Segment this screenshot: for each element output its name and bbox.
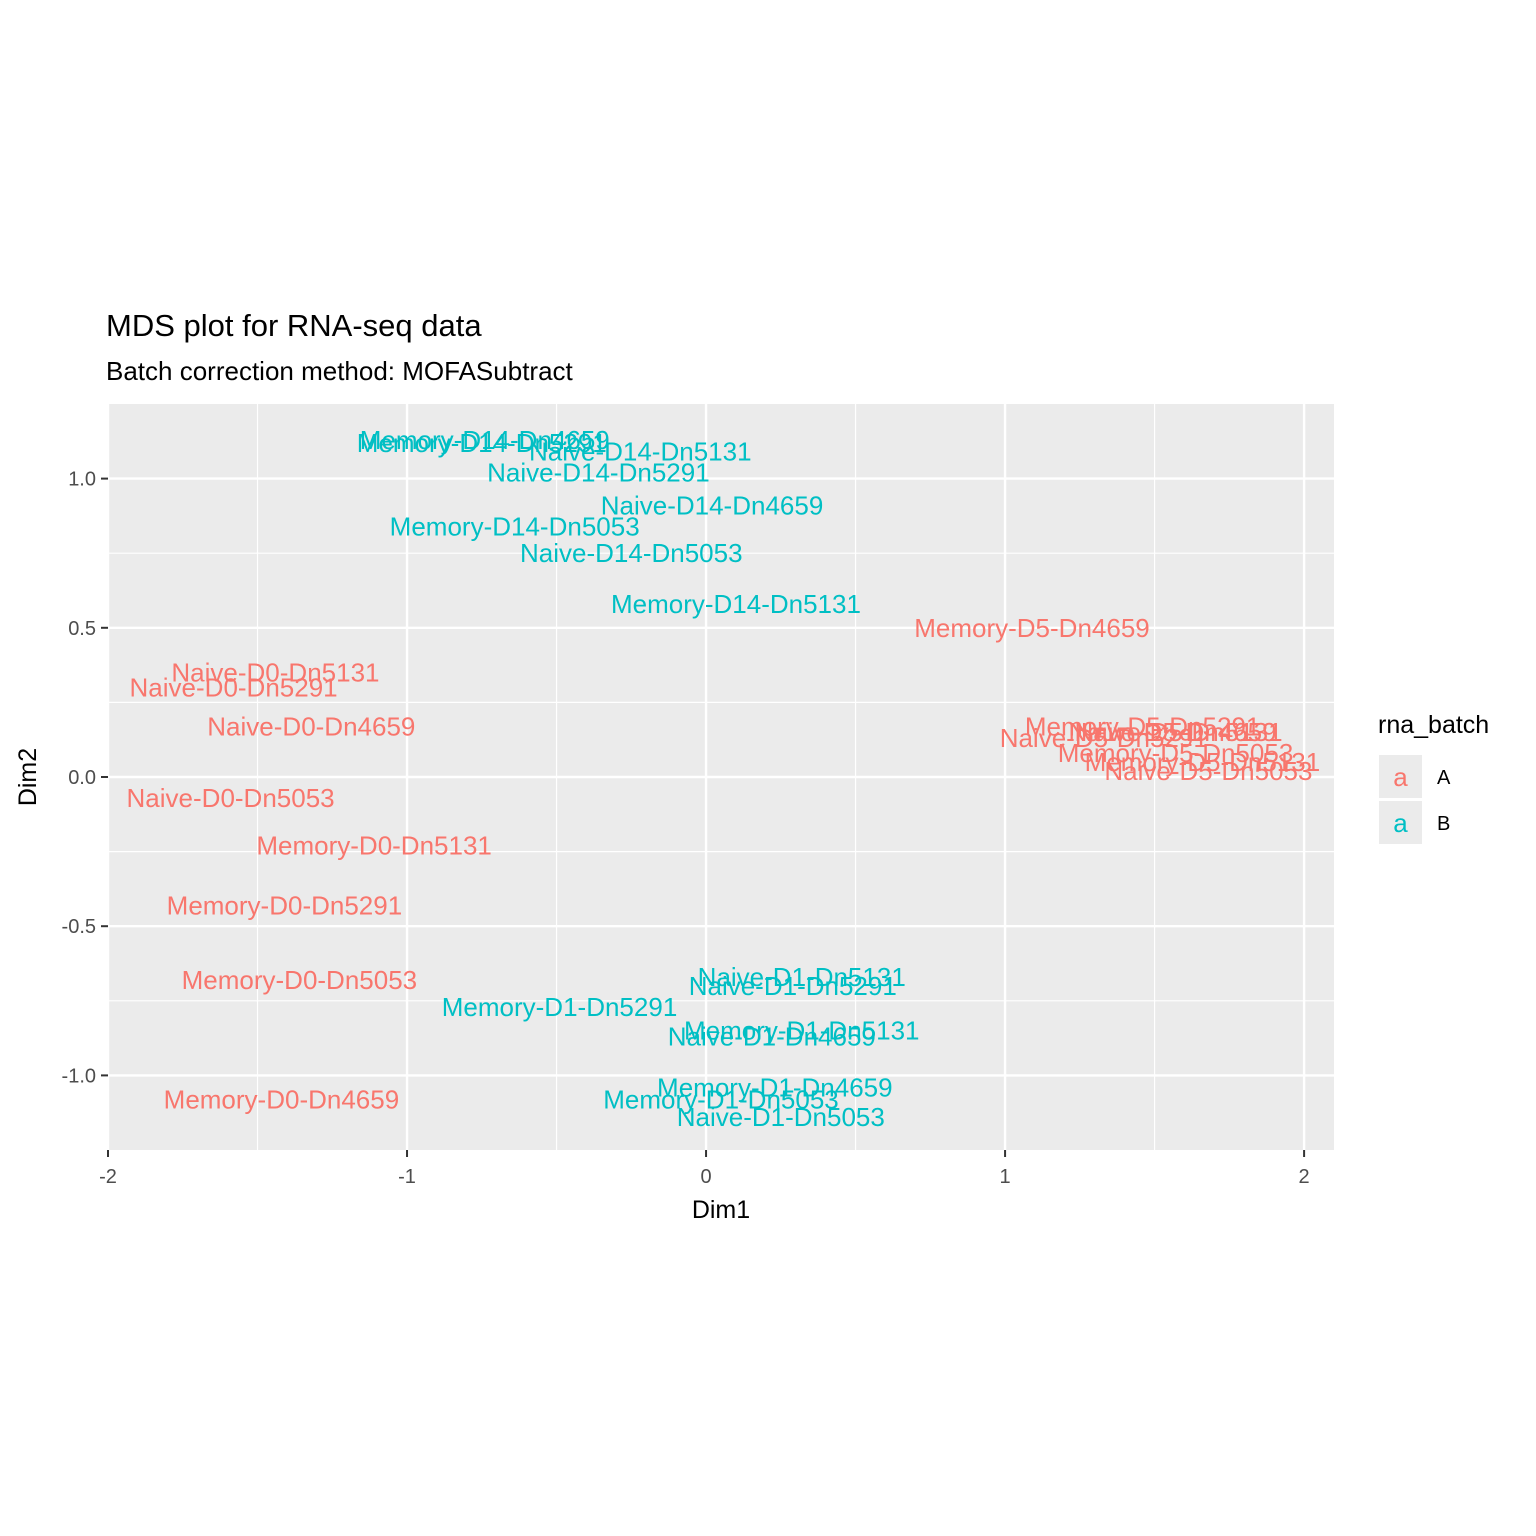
- point-label-naive-d0-dn5291: Naive-D0-Dn5291: [130, 672, 338, 702]
- legend-key-a: [1379, 755, 1422, 798]
- legend-label-b: B: [1437, 813, 1450, 835]
- point-label-naive-d14-dn5131: Naive-D14-Dn5131: [529, 437, 752, 467]
- point-label-memory-d14-dn5131: Memory-D14-Dn5131: [611, 589, 861, 619]
- y-tick-label: 0.0: [68, 767, 96, 789]
- major-gridlines: [106, 404, 1334, 1150]
- legend-key-glyph: a: [1393, 808, 1408, 838]
- point-label-naive-d14-dn5291: Naive-D14-Dn5291: [487, 458, 710, 488]
- legend-key-glyph: a: [1393, 762, 1408, 792]
- point-label-naive-d1-dn5053: Naive-D1-Dn5053: [677, 1102, 885, 1132]
- x-tick-label: -1: [398, 1166, 416, 1188]
- legend-title: rna_batch: [1378, 711, 1489, 739]
- x-tick-label: -2: [99, 1166, 117, 1188]
- y-tick-label: 0.5: [68, 618, 96, 640]
- point-label-memory-d5-dn5053: Memory-D5-Dn5053: [1058, 738, 1294, 768]
- point-label-naive-d0-dn5053: Naive-D0-Dn5053: [127, 783, 335, 813]
- point-label-memory-d14-dn5291: Memory-D14-Dn5291: [357, 428, 607, 458]
- point-label-memory-d14-dn4659: Memory-D14-Dn4659: [360, 425, 610, 455]
- point-label-memory-d5-dn5291: Memory-D5-Dn5291: [1025, 711, 1261, 741]
- x-tick-label: 2: [1299, 1166, 1310, 1188]
- point-label-memory-d1-dn5053: Memory-D1-Dn5053: [603, 1084, 839, 1114]
- point-label-memory-d5-dn4659: Memory-D5-Dn4659: [914, 613, 1150, 643]
- point-label-memory-d0-dn5131: Memory-D0-Dn5131: [256, 831, 492, 861]
- point-label-naive-d1-dn5131: Naive-D1-Dn5131: [698, 962, 906, 992]
- legend-key-b: [1379, 801, 1422, 844]
- chart-subtitle: Batch correction method: MOFASubtract: [106, 356, 574, 386]
- legend: rna_batch a Aa B: [1378, 711, 1489, 844]
- chart-title: MDS plot for RNA-seq data: [106, 308, 482, 343]
- y-tick-label: 1.0: [68, 469, 96, 491]
- y-tick-label: -1.0: [62, 1065, 96, 1087]
- x-tick-label: 1: [1000, 1166, 1011, 1188]
- point-label-naive-d5-dn4659: Naive-D5-Dn4659: [1068, 717, 1276, 747]
- x-axis-title: Dim1: [692, 1196, 750, 1224]
- legend-label-a: A: [1437, 767, 1451, 789]
- point-label-naive-d5-dn5131: Naive-D5-Dn5131: [1074, 717, 1282, 747]
- y-axis-title: Dim2: [14, 748, 42, 806]
- point-label-memory-d1-dn5291: Memory-D1-Dn5291: [442, 992, 678, 1022]
- x-tick-label: 0: [700, 1166, 711, 1188]
- point-label-memory-d0-dn5291: Memory-D0-Dn5291: [167, 890, 403, 920]
- point-label-memory-d14-dn5053: Memory-D14-Dn5053: [390, 511, 640, 541]
- point-label-memory-d0-dn5053: Memory-D0-Dn5053: [182, 965, 418, 995]
- point-label-naive-d5-dn5053: Naive-D5-Dn5053: [1104, 756, 1312, 786]
- point-label-naive-d14-dn5053: Naive-D14-Dn5053: [520, 538, 743, 568]
- x-axis: -2 -1 0 1 2: [99, 1150, 1310, 1188]
- point-label-naive-d0-dn4659: Naive-D0-Dn4659: [207, 711, 415, 741]
- y-tick-label: -0.5: [62, 916, 96, 938]
- point-label-memory-d1-dn4659: Memory-D1-Dn4659: [657, 1072, 893, 1102]
- point-label-naive-d14-dn4659: Naive-D14-Dn4659: [601, 490, 824, 520]
- y-axis: -1.0 -0.5 0.0 0.5 1.0: [62, 469, 108, 1087]
- point-label-memory-d0-dn4659: Memory-D0-Dn4659: [164, 1084, 400, 1114]
- point-label-naive-d5-dn5291: Naive-D5-Dn5291: [1000, 723, 1208, 753]
- point-label-memory-d5-dn5131: Memory-D5-Dn5131: [1085, 747, 1321, 777]
- point-label-naive-d1-dn5291: Naive-D1-Dn5291: [689, 971, 897, 1001]
- point-label-memory-d1-dn5131: Memory-D1-Dn5131: [684, 1016, 920, 1046]
- legend-items: a Aa B: [1379, 755, 1451, 844]
- point-label-naive-d0-dn5131: Naive-D0-Dn5131: [171, 658, 379, 688]
- point-label-naive-d1-dn4659: Naive-D1-Dn4659: [668, 1022, 876, 1052]
